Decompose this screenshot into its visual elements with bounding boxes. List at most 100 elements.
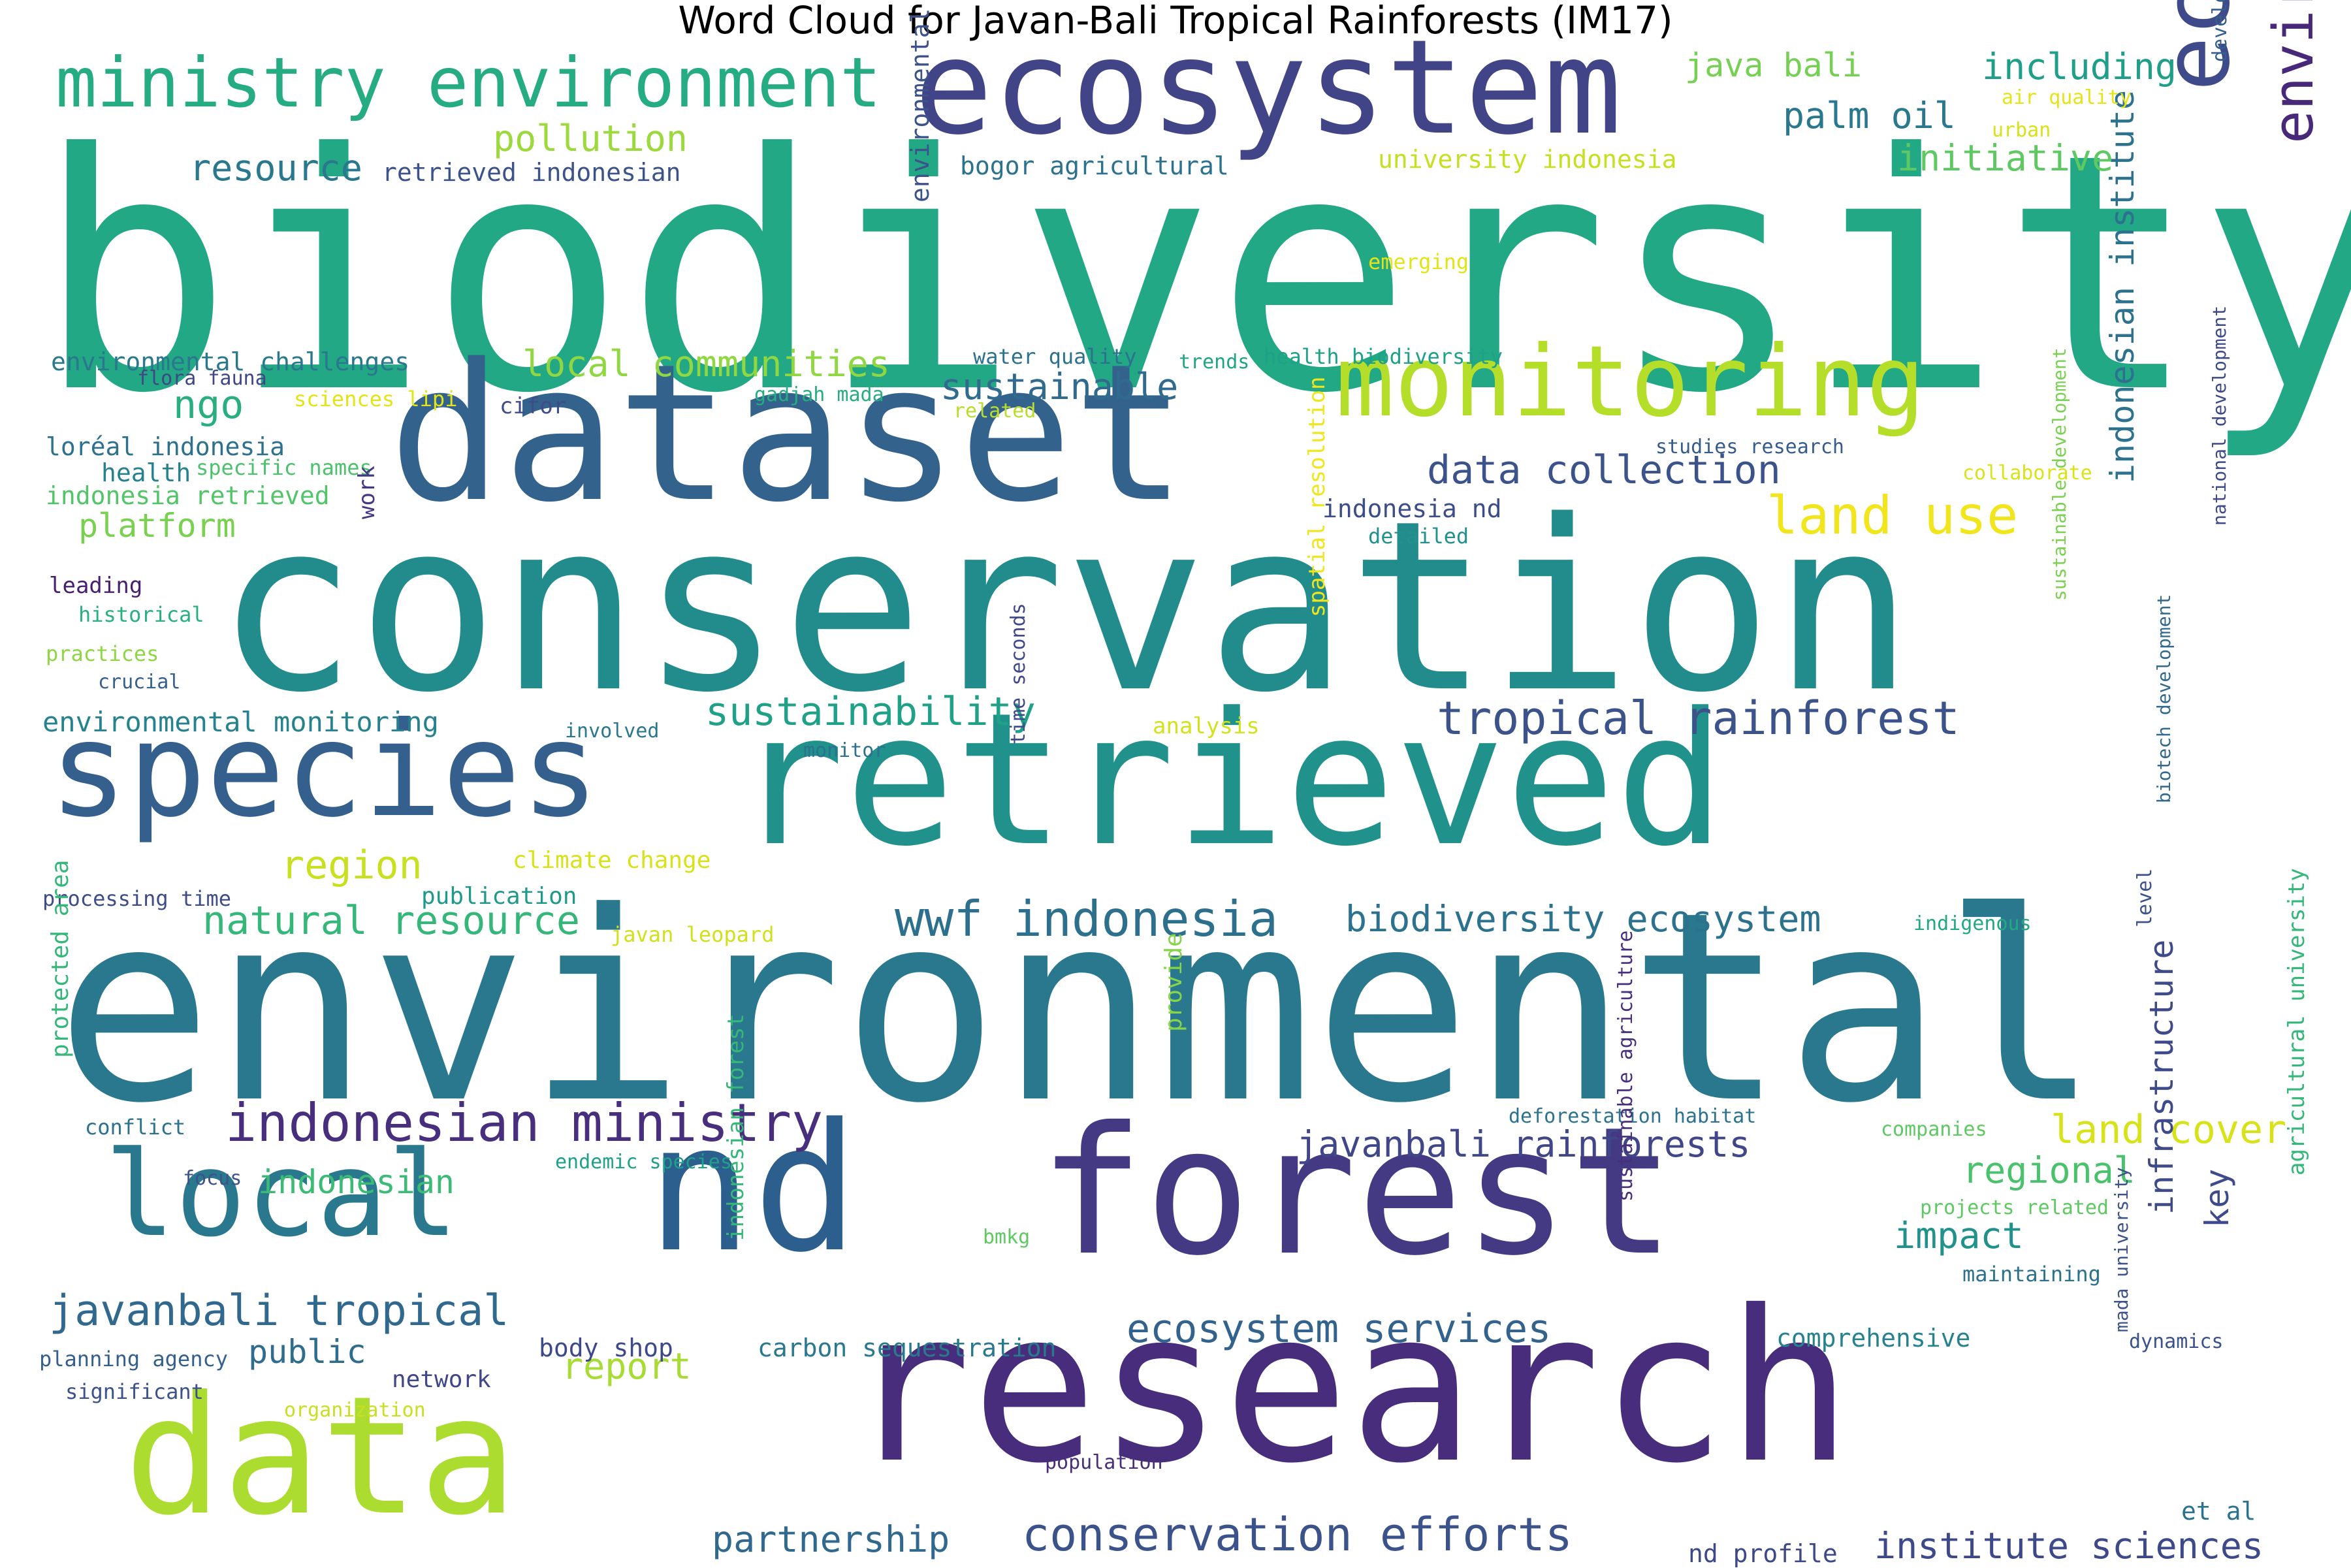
word: specific names <box>196 455 372 480</box>
word: tropical rainforest <box>1437 692 1960 745</box>
word: gadjah mada <box>754 383 884 406</box>
word: time seconds <box>1007 603 1030 744</box>
word: data collection <box>1427 447 1781 493</box>
word: emerging <box>1368 249 1469 274</box>
word: indonesian <box>258 1163 455 1201</box>
word: et al <box>2181 1497 2256 1526</box>
word: urban <box>1992 119 2051 142</box>
word: biotech development <box>2153 594 2175 803</box>
word: nd profile <box>1688 1539 1838 1568</box>
word: land cover <box>2051 1107 2287 1153</box>
word: significant <box>65 1379 204 1404</box>
word: biodiversity ecosystem <box>1345 898 1821 940</box>
word: wwf indonesia <box>895 890 1278 948</box>
word: crucial <box>98 671 181 694</box>
word: historical <box>78 602 204 627</box>
word: climate change <box>513 847 711 874</box>
word: ngo <box>173 382 244 428</box>
word: retrieved <box>735 674 1726 887</box>
word: population <box>1045 1451 1163 1474</box>
word: sustainability <box>705 689 1036 735</box>
word: monitor <box>803 739 886 762</box>
word: provide <box>1160 933 1187 1032</box>
word: land use <box>1767 485 2019 546</box>
word: indonesian ministry <box>225 1093 824 1153</box>
word: environmental challenges <box>51 347 410 376</box>
word: forest <box>1038 1089 1676 1294</box>
word: collaborate <box>1962 462 2092 485</box>
word: agricultural university <box>2284 868 2310 1176</box>
word: national development <box>2209 305 2230 526</box>
word: deforestation habitat <box>1509 1105 1757 1128</box>
word: work <box>354 466 380 519</box>
word: organization <box>284 1399 426 1422</box>
word: ecosystem services <box>1127 1306 1552 1352</box>
word: javan leopard <box>611 922 775 947</box>
word: partnership <box>712 1518 950 1560</box>
word: local <box>104 1127 458 1263</box>
word: indigenous <box>1913 912 2032 935</box>
word: loréal indonesia <box>46 432 285 461</box>
word: environmental monitoring <box>42 706 439 738</box>
word: java bali <box>1685 46 1862 84</box>
word: environmental <box>56 857 2100 1160</box>
word: university indonesia <box>1378 145 1677 174</box>
word: conflict <box>85 1115 186 1140</box>
word: practices <box>46 641 159 666</box>
word: conservation <box>216 470 1914 744</box>
word: protected area <box>47 859 74 1058</box>
word: infrastructure <box>2143 939 2181 1215</box>
word: network <box>392 1366 491 1393</box>
word: dataset <box>389 324 1187 544</box>
word: environment forestry <box>2262 0 2326 144</box>
word: environmental justice <box>906 0 935 202</box>
word: dynamics <box>2129 1330 2224 1353</box>
word: institute sciences <box>1874 1525 2264 1567</box>
word: resource <box>189 147 362 189</box>
word: publication <box>421 883 577 910</box>
word: focus <box>183 1167 242 1190</box>
word: studies research <box>1655 436 1844 458</box>
word: conservation efforts <box>1022 1508 1573 1561</box>
word: maintaining <box>1962 1262 2101 1287</box>
word: carbon sequestration <box>758 1334 1057 1362</box>
word: indonesia retrieved <box>46 481 330 510</box>
word: flora fauna <box>137 367 267 390</box>
word: sustainable agriculture <box>1614 930 1637 1202</box>
word: involved <box>565 720 660 743</box>
word: spatial resolution <box>1304 376 1330 617</box>
word: body shop <box>539 1334 673 1362</box>
word: species <box>49 694 600 846</box>
word: sustainable development <box>2049 347 2070 601</box>
word: indonesia nd <box>1322 494 1502 523</box>
word: regional <box>1962 1149 2135 1191</box>
word: planning agency <box>39 1347 228 1371</box>
word: level <box>2134 868 2156 927</box>
word: sustainable <box>940 366 1179 408</box>
word: public <box>248 1333 366 1371</box>
word: key <box>2198 1168 2236 1228</box>
word: biodiversity <box>36 84 2351 464</box>
word: trends <box>1179 351 1250 374</box>
word: nd <box>647 1085 859 1291</box>
word: endemic species <box>555 1151 732 1174</box>
word: including <box>1982 46 2177 88</box>
word: cifor <box>500 393 567 419</box>
word: health biodiversity <box>1264 344 1503 369</box>
word: comprehensive <box>1776 1324 1971 1352</box>
word: palm oil <box>1783 95 1956 136</box>
word: javanbali rainforests <box>1296 1123 1751 1165</box>
word: retrieved indonesian <box>382 158 681 187</box>
word: processing time <box>42 886 231 911</box>
word: report <box>562 1345 692 1387</box>
word: water quality <box>973 344 1137 369</box>
word: indonesian forest <box>723 1014 749 1241</box>
word: projects related <box>1920 1196 2109 1219</box>
word: javanbali tropical <box>49 1287 509 1336</box>
word: ecosystem <box>914 12 1622 164</box>
word: companies <box>1881 1118 1987 1141</box>
word: initiative <box>1897 137 2114 179</box>
word: analysis <box>1153 713 1260 739</box>
